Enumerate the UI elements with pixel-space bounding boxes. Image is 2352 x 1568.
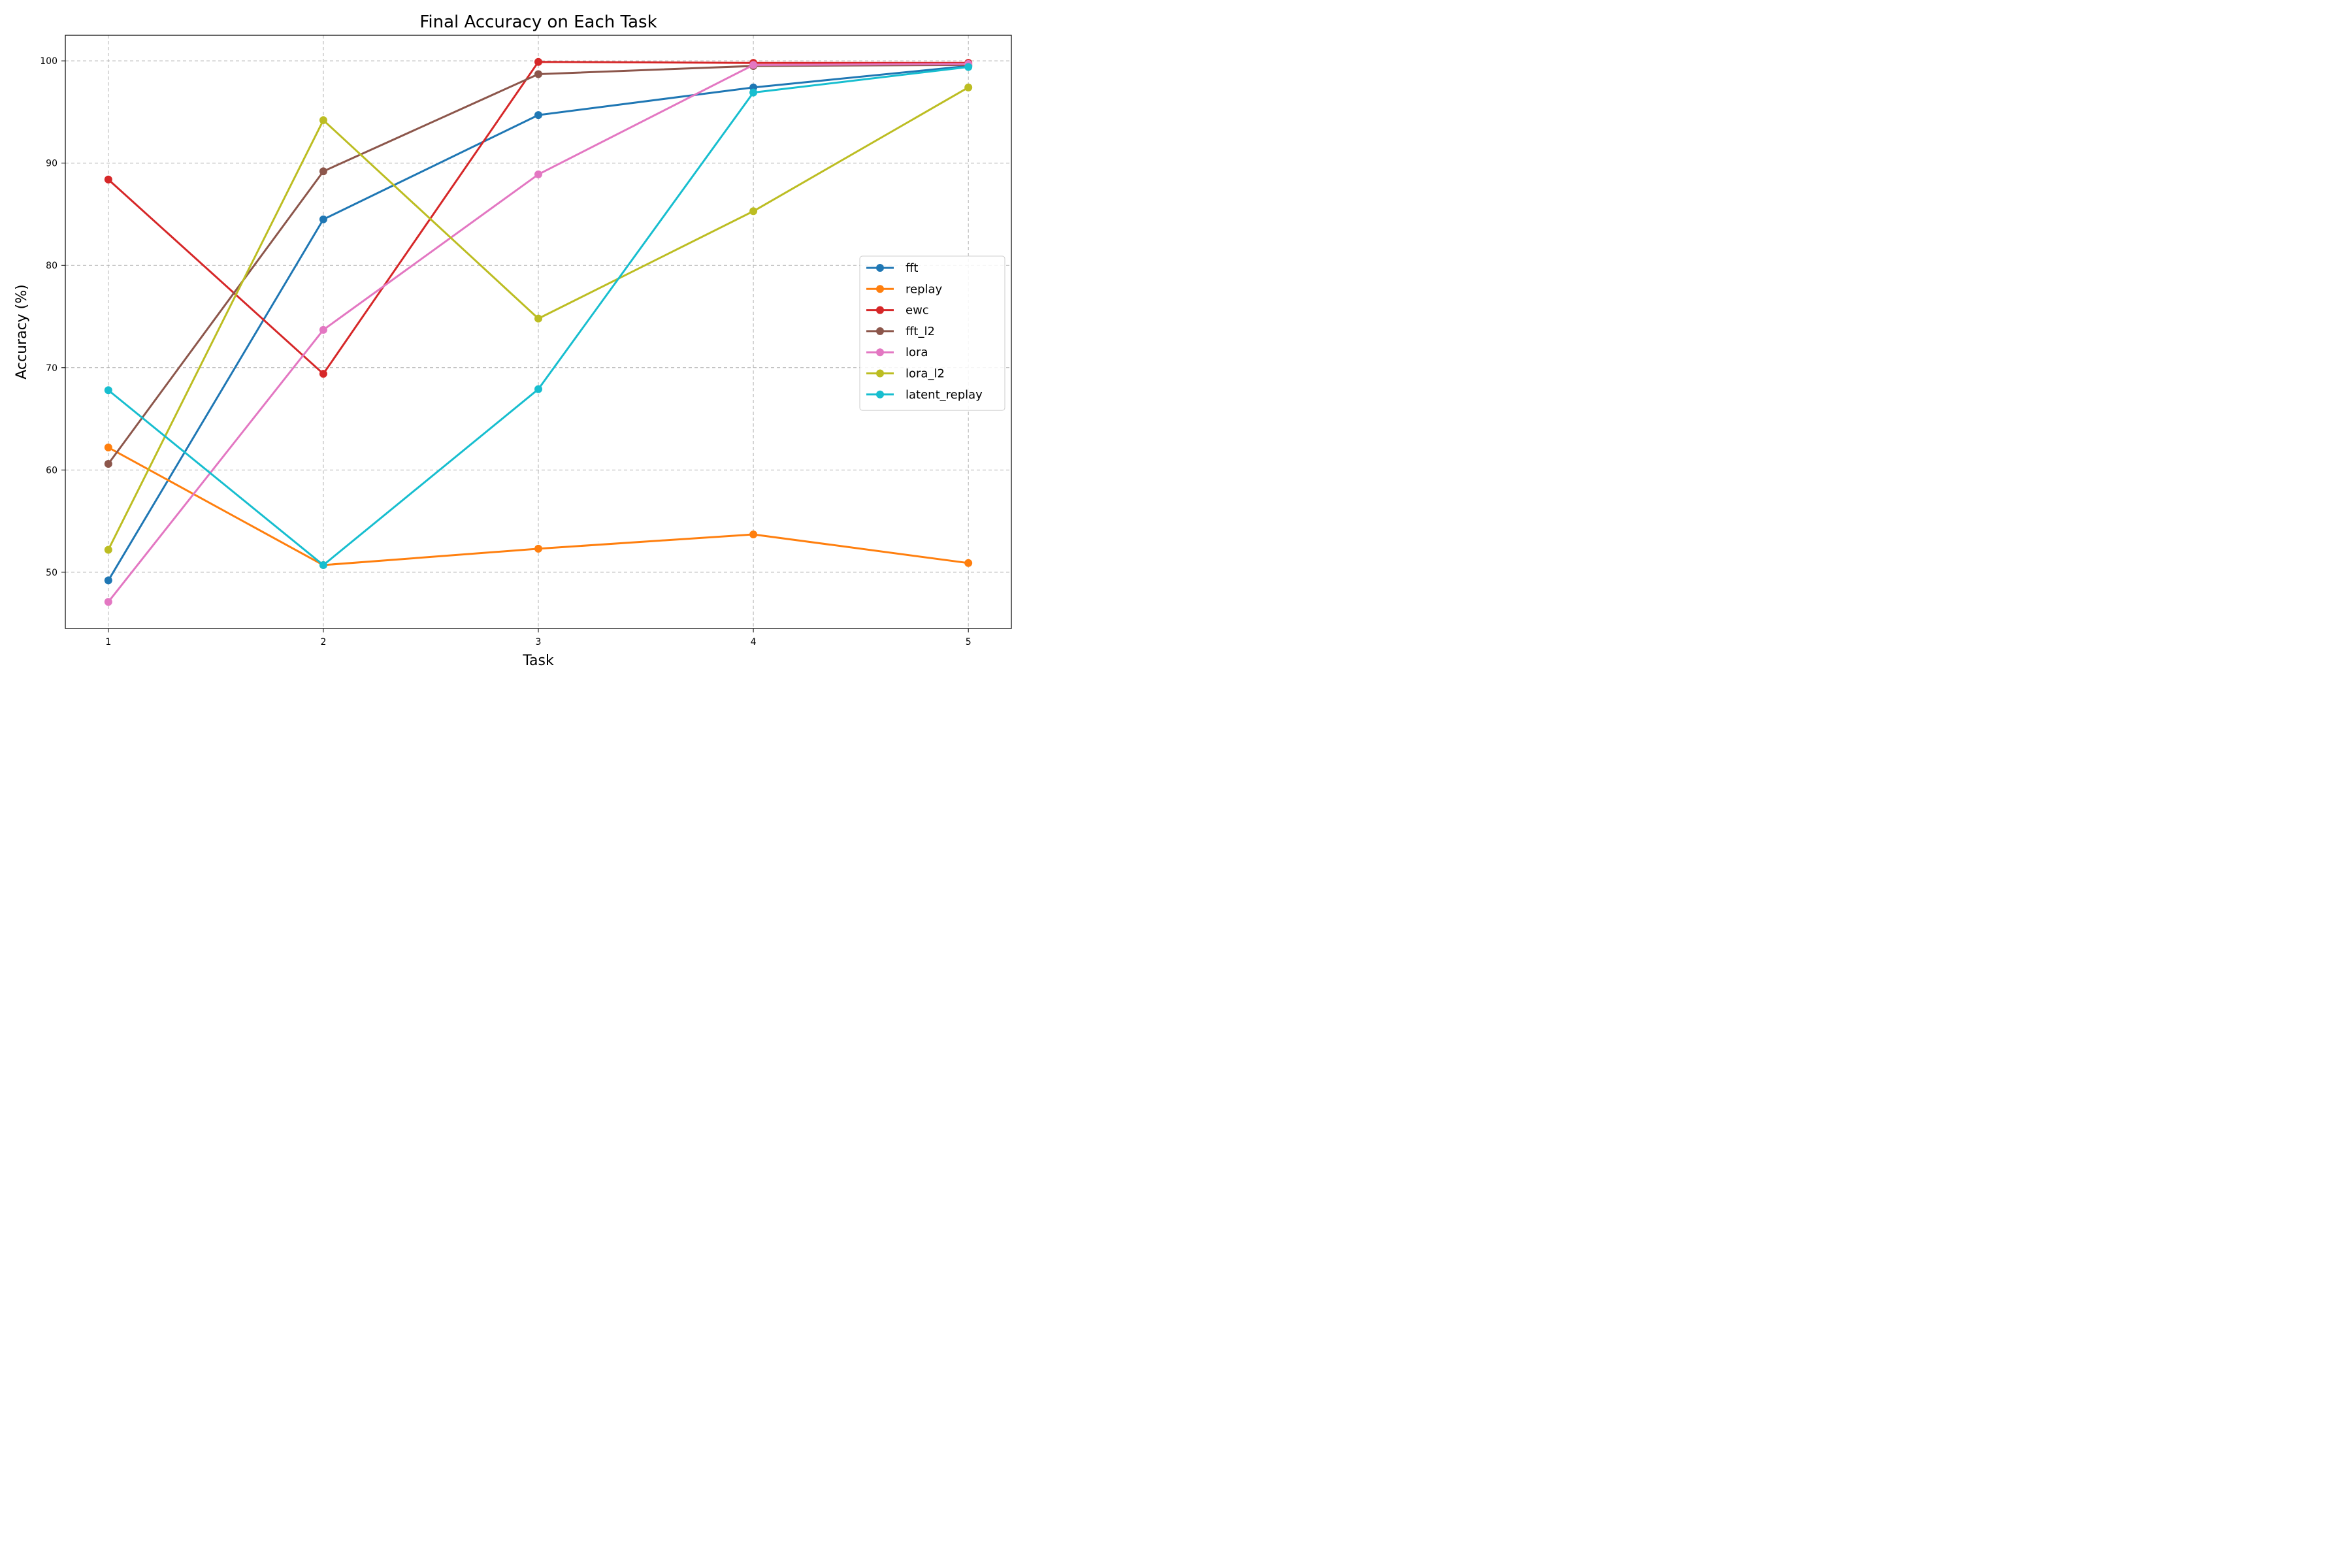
y-axis-title: Accuracy (%) <box>14 284 30 380</box>
legend-swatch-marker <box>876 348 884 357</box>
legend-item-latent_replay: latent_replay <box>866 388 983 402</box>
y-tick-label: 50 <box>46 568 57 578</box>
y-tick-label: 100 <box>40 56 57 67</box>
data-point <box>534 314 542 323</box>
data-point <box>749 207 758 216</box>
data-point <box>749 61 758 69</box>
data-point <box>749 530 758 538</box>
data-point <box>319 561 327 569</box>
series-layer <box>104 57 973 606</box>
series-latent_replay <box>104 63 973 569</box>
y-tick-label: 60 <box>46 465 57 476</box>
series-lora_l2 <box>104 83 973 554</box>
data-point <box>534 385 542 393</box>
legend-swatch-marker <box>876 285 884 293</box>
x-tick-label: 2 <box>320 637 326 647</box>
legend-label: fft_l2 <box>906 325 935 338</box>
data-point <box>104 459 112 468</box>
legend-label: fft <box>906 261 918 275</box>
y-tick-label: 70 <box>46 363 57 374</box>
legend-box <box>859 255 1005 411</box>
data-point <box>319 215 327 223</box>
legend-item-lora: lora <box>866 346 928 359</box>
data-point <box>104 386 112 395</box>
legend-item-lora_l2: lora_l2 <box>866 367 945 381</box>
x-tick-label: 3 <box>536 637 542 647</box>
data-point <box>104 576 112 585</box>
data-point <box>319 167 327 176</box>
x-tick-label: 5 <box>966 637 972 647</box>
data-point <box>319 116 327 124</box>
legend-swatch-marker <box>876 264 884 272</box>
legend-label: ewc <box>906 304 929 318</box>
data-point <box>534 70 542 78</box>
data-point <box>964 83 973 91</box>
chart-container: Final Accuracy on Each Task Task Accurac… <box>0 0 1023 682</box>
legend-swatch-marker <box>876 369 884 378</box>
legend-swatch-marker <box>876 327 884 335</box>
line-chart: Final Accuracy on Each Task Task Accurac… <box>14 12 1012 669</box>
legend-label: lora_l2 <box>906 367 945 381</box>
chart-title: Final Accuracy on Each Task <box>419 12 657 32</box>
series-fft_l2 <box>104 61 973 468</box>
data-point <box>964 559 973 567</box>
legend-label: replay <box>906 282 943 296</box>
data-point <box>104 546 112 554</box>
series-lora <box>104 59 973 606</box>
series-fft <box>104 61 973 585</box>
data-point <box>319 325 327 334</box>
legend-swatch-marker <box>876 390 884 399</box>
data-point <box>319 370 327 378</box>
data-point <box>964 63 973 71</box>
series-line <box>107 63 969 603</box>
data-point <box>534 57 542 66</box>
legend-item-ewc: ewc <box>866 304 929 318</box>
legend-label: lora <box>906 346 928 359</box>
data-point <box>104 443 112 451</box>
data-point <box>534 170 542 178</box>
legend-item-fft_l2: fft_l2 <box>866 325 935 338</box>
legend-label: latent_replay <box>906 388 983 402</box>
legend-item-replay: replay <box>866 282 943 296</box>
data-point <box>534 544 542 553</box>
x-axis-title: Task <box>522 653 554 669</box>
grid <box>65 35 1011 629</box>
x-tick-label: 1 <box>105 637 111 647</box>
axis-ticks: 1 2 3 4 5 50 60 70 80 90 100 <box>40 56 971 647</box>
data-point <box>104 598 112 606</box>
y-tick-label: 80 <box>46 261 57 271</box>
y-tick-label: 90 <box>46 159 57 169</box>
data-point <box>749 88 758 97</box>
legend-item-fft: fft <box>866 261 918 275</box>
data-point <box>104 175 112 184</box>
legend-swatch-marker <box>876 306 884 314</box>
data-point <box>534 111 542 120</box>
x-tick-label: 4 <box>751 637 757 647</box>
